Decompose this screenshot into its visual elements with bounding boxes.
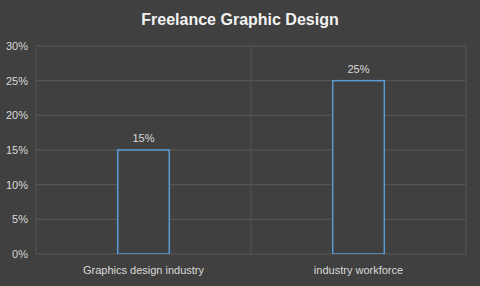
- bars: [118, 81, 385, 254]
- chart-svg: Freelance Graphic Design 0% 5% 10% 15% 20% 25%…: [0, 0, 480, 286]
- y-tick-label: 15%: [6, 144, 28, 156]
- y-tick-label: 20%: [6, 109, 28, 121]
- y-tick-label: 10%: [6, 179, 28, 191]
- grid: [36, 46, 466, 254]
- data-label: 25%: [347, 63, 369, 75]
- category-divider: [251, 46, 252, 254]
- y-tick-label: 5%: [12, 213, 28, 225]
- y-tick-label: 30%: [6, 40, 28, 52]
- category-divider: [36, 46, 37, 254]
- data-label: 15%: [132, 132, 154, 144]
- background: [0, 0, 480, 286]
- x-tick-label: Graphics design industry: [83, 264, 205, 276]
- category-divider: [466, 46, 467, 254]
- bar: [118, 150, 170, 254]
- bar: [333, 81, 385, 254]
- x-tick-label: industry workforce: [314, 264, 403, 276]
- title: Freelance Graphic Design: [141, 11, 338, 28]
- chart-container: Freelance Graphic Design 0% 5% 10% 15% 20% 25%…: [0, 0, 480, 286]
- y-tick-label: 0%: [12, 248, 28, 260]
- y-tick-label: 25%: [6, 75, 28, 87]
